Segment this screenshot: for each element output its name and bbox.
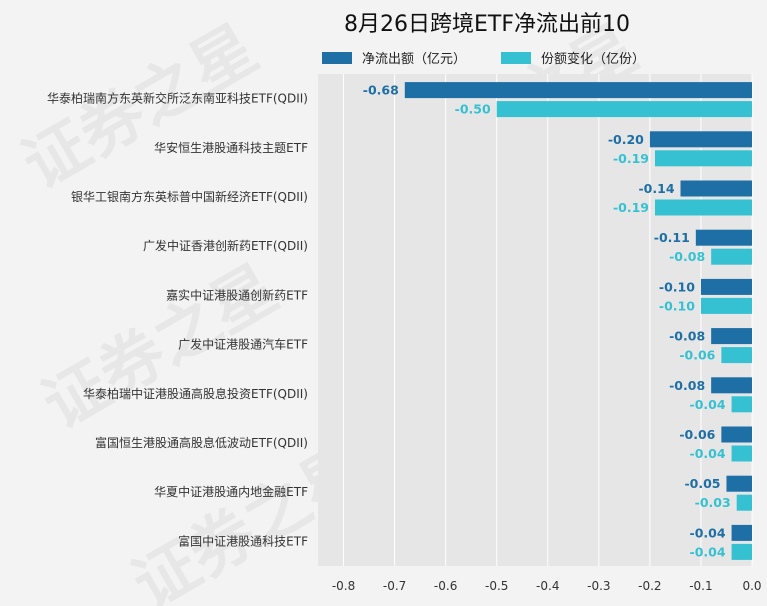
bar-net-outflow <box>404 82 752 99</box>
x-tick-label: -0.4 <box>536 579 559 593</box>
data-label: -0.14 <box>638 181 674 196</box>
data-label: -0.10 <box>659 279 695 294</box>
data-label: -0.11 <box>654 230 690 245</box>
data-label: -0.05 <box>684 476 720 491</box>
data-label: -0.06 <box>679 427 715 442</box>
legend-label: 份额变化（亿份） <box>541 51 645 67</box>
legend-swatch <box>501 52 531 64</box>
bar-share-change <box>654 150 752 167</box>
bar-share-change <box>496 101 752 118</box>
x-tick-label: -0.7 <box>383 579 406 593</box>
data-label: -0.19 <box>613 151 649 166</box>
bar-share-change <box>711 248 752 265</box>
bar-net-outflow <box>695 229 752 246</box>
bar-net-outflow <box>721 426 752 443</box>
data-label: -0.04 <box>690 544 726 559</box>
bar-share-change <box>731 543 752 560</box>
bar-share-change <box>731 445 752 462</box>
category-label: 华泰柏瑞南方东英新交所泛东南亚科技ETF(QDII) <box>47 91 308 106</box>
data-label: -0.10 <box>659 298 695 313</box>
bars: -0.68 -0.50 -0.20 -0.19 -0.14 -0.19 -0.11 -0.08… <box>363 82 752 560</box>
x-tick-label: -0.5 <box>485 579 508 593</box>
data-label: -0.06 <box>679 348 715 363</box>
category-label: 广发中证港股通汽车ETF <box>178 337 308 352</box>
bar-net-outflow <box>649 131 752 148</box>
plot-area <box>318 74 752 566</box>
category-label: 华安恒生港股通科技主题ETF <box>154 140 308 155</box>
category-label: 华夏中证港股通内地金融ETF <box>154 484 308 499</box>
data-label: -0.04 <box>690 397 726 412</box>
category-label: 富国恒生港股通高股息低波动ETF(QDII) <box>95 435 308 450</box>
bar-net-outflow <box>726 475 752 492</box>
bar-net-outflow <box>680 180 752 197</box>
legend: 净流出额（亿元） 份额变化（亿份） <box>322 51 645 67</box>
category-labels: 华泰柏瑞南方东英新交所泛东南亚科技ETF(QDII) 华安恒生港股通科技主题ETF… <box>47 91 308 549</box>
x-tick-label: -0.2 <box>638 579 661 593</box>
legend-swatch <box>322 52 352 64</box>
data-label: -0.04 <box>690 525 726 540</box>
data-label: -0.08 <box>669 329 705 344</box>
watermark-text: 证券之星 <box>11 12 270 204</box>
bar-net-outflow <box>711 328 752 345</box>
data-label: -0.19 <box>613 200 649 215</box>
category-label: 华泰柏瑞中证港股通高股息投资ETF(QDII) <box>83 386 308 401</box>
data-label: -0.03 <box>695 495 731 510</box>
x-tick-label: -0.3 <box>587 579 610 593</box>
data-label: -0.08 <box>669 378 705 393</box>
x-axis-ticks: -0.8 -0.7 -0.6 -0.5 -0.4 -0.3 -0.2 -0.1 0.0 <box>332 579 762 593</box>
bar-share-change <box>700 297 752 314</box>
data-label: -0.50 <box>455 102 491 117</box>
x-tick-label: -0.1 <box>689 579 712 593</box>
data-label: -0.20 <box>608 132 644 147</box>
category-label: 富国中证港股通科技ETF <box>178 533 308 548</box>
x-tick-label: -0.8 <box>332 579 355 593</box>
bar-share-change <box>731 396 752 413</box>
x-tick-label: 0.0 <box>742 579 761 593</box>
data-label: -0.04 <box>690 446 726 461</box>
bar-net-outflow <box>711 377 752 394</box>
legend-label: 净流出额（亿元） <box>362 52 466 67</box>
bar-share-change <box>721 347 752 364</box>
chart-title: 8月26日跨境ETF净流出前10 <box>344 12 630 37</box>
bar-net-outflow <box>700 278 752 295</box>
bar-share-change <box>654 199 752 216</box>
category-label: 广发中证香港创新药ETF(QDII) <box>143 238 308 253</box>
x-tick-label: -0.6 <box>434 579 457 593</box>
data-label: -0.68 <box>363 83 399 98</box>
bar-share-change <box>736 494 752 511</box>
category-label: 嘉实中证港股通创新药ETF <box>166 287 308 302</box>
data-label: -0.08 <box>669 249 705 264</box>
bar-net-outflow <box>731 524 752 541</box>
category-label: 银华工银南方东英标普中国新经济ETF(QDII) <box>71 189 308 204</box>
